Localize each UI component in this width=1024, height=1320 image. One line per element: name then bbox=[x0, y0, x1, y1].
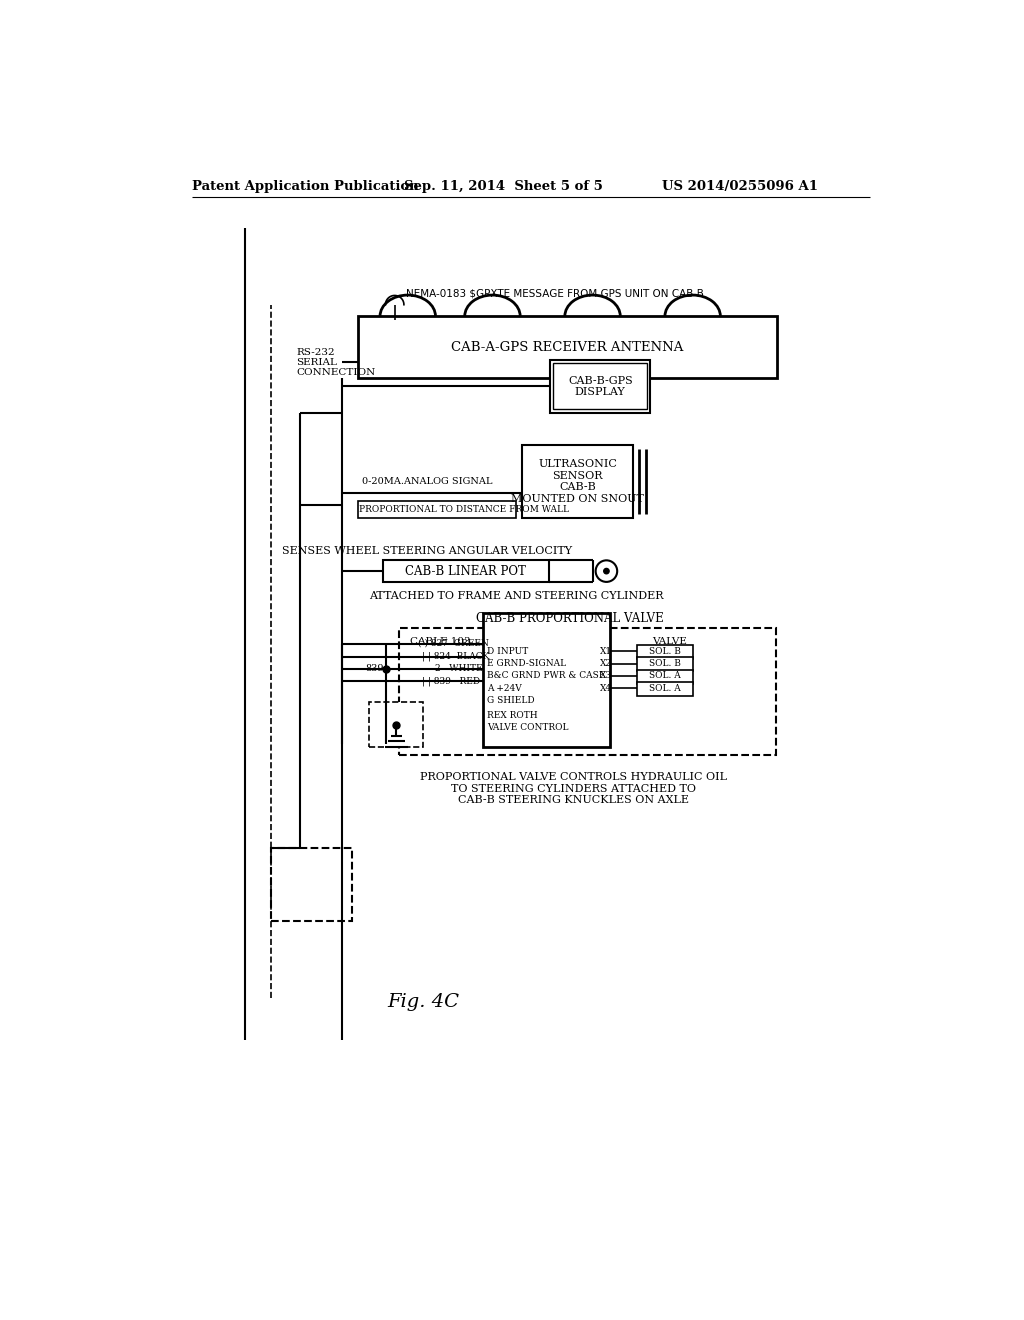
Text: Sep. 11, 2014  Sheet 5 of 5: Sep. 11, 2014 Sheet 5 of 5 bbox=[403, 181, 603, 194]
Text: X3: X3 bbox=[600, 672, 612, 680]
Text: SOL. B: SOL. B bbox=[649, 647, 681, 656]
Bar bbox=[637, 645, 692, 659]
Text: SOL. A: SOL. A bbox=[649, 684, 681, 693]
Circle shape bbox=[604, 569, 609, 574]
Text: | | 824  BLACK: | | 824 BLACK bbox=[422, 652, 489, 661]
Text: SENSES WHEEL STEERING ANGULAR VELOCITY: SENSES WHEEL STEERING ANGULAR VELOCITY bbox=[282, 546, 572, 556]
Text: PROPORTIONAL VALVE CONTROLS HYDRAULIC OIL
TO STEERING CYLINDERS ATTACHED TO
CAB-: PROPORTIONAL VALVE CONTROLS HYDRAULIC OI… bbox=[420, 772, 727, 805]
Text: RS-232: RS-232 bbox=[296, 348, 335, 356]
Bar bbox=[521, 445, 634, 517]
Bar bbox=[383, 561, 549, 582]
Bar bbox=[271, 847, 352, 921]
Bar bbox=[637, 682, 692, 696]
Text: Patent Application Publication: Patent Application Publication bbox=[193, 181, 419, 194]
Text: | | 839   RED: | | 839 RED bbox=[422, 676, 480, 686]
Text: SOL. A: SOL. A bbox=[649, 672, 681, 680]
Bar bbox=[637, 669, 692, 684]
Text: X1: X1 bbox=[600, 647, 612, 656]
Bar bbox=[370, 702, 423, 747]
Text: X2: X2 bbox=[600, 659, 612, 668]
Text: ( ) 827  GREEN: ( ) 827 GREEN bbox=[418, 639, 488, 648]
Text: PROPORTIONAL TO DISTANCE FROM WALL: PROPORTIONAL TO DISTANCE FROM WALL bbox=[359, 506, 569, 513]
Bar bbox=[483, 612, 610, 747]
Text: CAB-B-GPS
DISPLAY: CAB-B-GPS DISPLAY bbox=[568, 375, 633, 397]
Text: REX ROTH: REX ROTH bbox=[487, 710, 538, 719]
Text: 839: 839 bbox=[366, 664, 384, 673]
Text: Fig. 4C: Fig. 4C bbox=[387, 993, 459, 1011]
Text: A +24V: A +24V bbox=[487, 684, 522, 693]
Text: ATTACHED TO FRAME AND STEERING CYLINDER: ATTACHED TO FRAME AND STEERING CYLINDER bbox=[370, 591, 664, 601]
Text: E GRND-SIGNAL: E GRND-SIGNAL bbox=[487, 659, 566, 668]
Text: D INPUT: D INPUT bbox=[487, 647, 528, 656]
Text: 2   WHITE: 2 WHITE bbox=[435, 664, 482, 673]
Text: CABLE 103: CABLE 103 bbox=[410, 638, 471, 647]
Bar bbox=[357, 317, 777, 378]
Text: ULTRASONIC
SENSOR
CAB-B
MOUNTED ON SNOUT: ULTRASONIC SENSOR CAB-B MOUNTED ON SNOUT bbox=[511, 459, 644, 504]
Text: US 2014/0255096 A1: US 2014/0255096 A1 bbox=[662, 181, 818, 194]
Text: G SHIELD: G SHIELD bbox=[487, 696, 535, 705]
Text: CAB-A-GPS RECEIVER ANTENNA: CAB-A-GPS RECEIVER ANTENNA bbox=[452, 341, 684, 354]
Text: B&C GRND PWR & CASE: B&C GRND PWR & CASE bbox=[487, 672, 605, 680]
Bar bbox=[357, 502, 515, 517]
Text: VALVE CONTROL: VALVE CONTROL bbox=[487, 723, 568, 731]
Text: SERIAL: SERIAL bbox=[296, 358, 337, 367]
Text: CAB-B LINEAR POT: CAB-B LINEAR POT bbox=[406, 565, 526, 578]
Bar bbox=[637, 657, 692, 671]
Bar bbox=[550, 360, 650, 412]
Text: CAB-B PROPORTIONAL VALVE: CAB-B PROPORTIONAL VALVE bbox=[475, 612, 664, 626]
Text: NEMA-0183 $GPXTE MESSAGE FROM GPS UNIT ON CAB-B: NEMA-0183 $GPXTE MESSAGE FROM GPS UNIT O… bbox=[407, 288, 705, 298]
Bar bbox=[553, 363, 647, 409]
Text: CONNECTION: CONNECTION bbox=[296, 368, 376, 378]
Text: VALVE: VALVE bbox=[652, 638, 687, 647]
Text: SOL. B: SOL. B bbox=[649, 659, 681, 668]
Text: 0-20MA.ANALOG SIGNAL: 0-20MA.ANALOG SIGNAL bbox=[361, 478, 493, 486]
Bar bbox=[398, 628, 776, 755]
Text: X4: X4 bbox=[600, 684, 612, 693]
